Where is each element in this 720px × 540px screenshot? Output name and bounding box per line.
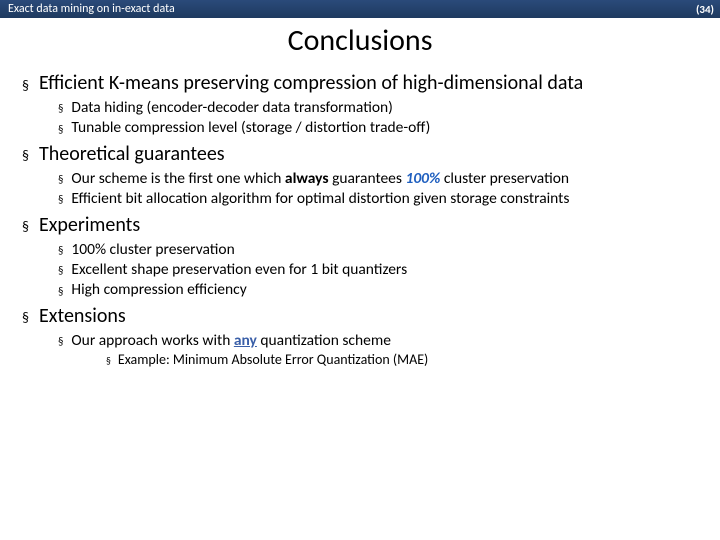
bullet-icon: § xyxy=(58,244,63,257)
bullet-l2: § Efficient bit allocation algorithm for… xyxy=(58,189,704,208)
bullet-text: Experiments xyxy=(39,213,704,238)
em-any: any xyxy=(234,331,257,350)
bullet-text: 100% cluster preservation xyxy=(71,240,704,259)
slide-title: Conclusions xyxy=(0,18,720,67)
bullet-text: Efficient bit allocation algorithm for o… xyxy=(71,189,704,208)
bullet-l2: § Excellent shape preservation even for … xyxy=(58,260,704,279)
em-always: always xyxy=(285,169,329,188)
bullet-text: Efficient K-means preserving compression… xyxy=(39,71,704,96)
bullet-text: Data hiding (encoder-decoder data transf… xyxy=(71,98,704,117)
bullet-icon: § xyxy=(22,218,29,235)
content-area: § Efficient K-means preserving compressi… xyxy=(0,71,720,369)
bullet-icon: § xyxy=(58,264,63,277)
bullet-icon: § xyxy=(106,355,111,367)
bullet-icon: § xyxy=(58,285,63,298)
em-100pct: 100% xyxy=(405,169,440,188)
bullet-icon: § xyxy=(22,77,29,94)
bullet-icon: § xyxy=(58,123,63,136)
bullet-l2: § Our approach works with any quantizati… xyxy=(58,331,704,350)
bullet-l3: § Example: Minimum Absolute Error Quanti… xyxy=(106,351,704,369)
bullet-text: Our scheme is the first one which always… xyxy=(71,169,704,188)
bullet-icon: § xyxy=(58,102,63,115)
bullet-icon: § xyxy=(58,335,63,348)
bullet-text: Excellent shape preservation even for 1 … xyxy=(71,260,704,279)
bullet-l2: § High compression efficiency xyxy=(58,280,704,299)
bullet-text: Our approach works with any quantization… xyxy=(71,331,704,350)
slide-number: (34) xyxy=(696,3,714,16)
bullet-l2: § Data hiding (encoder-decoder data tran… xyxy=(58,98,704,117)
bullet-icon: § xyxy=(22,309,29,326)
bullet-text: Example: Minimum Absolute Error Quantiza… xyxy=(118,351,704,369)
bullet-l1: § Experiments xyxy=(22,213,704,238)
bullet-icon: § xyxy=(58,173,63,186)
bullet-text: Theoretical guarantees xyxy=(39,142,704,167)
bullet-l1: § Extensions xyxy=(22,304,704,329)
header-bar: Exact data mining on in-exact data (34) xyxy=(0,0,720,18)
bullet-text: High compression efficiency xyxy=(71,280,704,299)
bullet-l1: § Efficient K-means preserving compressi… xyxy=(22,71,704,96)
bullet-text: Tunable compression level (storage / dis… xyxy=(71,118,704,137)
header-text: Exact data mining on in-exact data xyxy=(8,2,175,16)
bullet-l2: § Our scheme is the first one which alwa… xyxy=(58,169,704,188)
bullet-l1: § Theoretical guarantees xyxy=(22,142,704,167)
bullet-l2: § 100% cluster preservation xyxy=(58,240,704,259)
bullet-icon: § xyxy=(22,147,29,164)
bullet-text: Extensions xyxy=(39,304,704,329)
bullet-icon: § xyxy=(58,193,63,206)
bullet-l2: § Tunable compression level (storage / d… xyxy=(58,118,704,137)
